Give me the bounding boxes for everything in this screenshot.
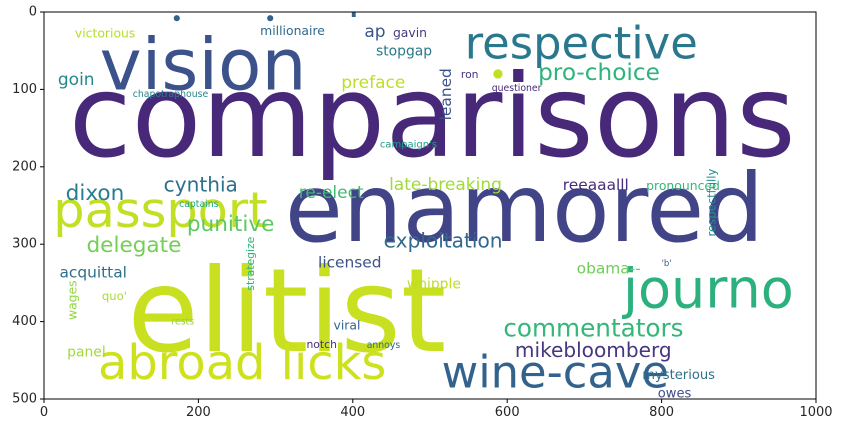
x-tick-label-0: 0 <box>40 405 48 420</box>
word-14: exploitation <box>384 228 503 252</box>
x-tick-label-2: 400 <box>340 405 365 420</box>
word-46: annoys <box>367 340 401 351</box>
x-tick-label-1: 200 <box>186 405 211 420</box>
word-26: ron <box>461 68 479 81</box>
word-21: preface <box>341 73 405 93</box>
word-41: wages <box>64 280 79 320</box>
word-28: leaned <box>437 68 455 120</box>
word-4: respective <box>465 16 698 69</box>
x-tick-label-5: 1000 <box>799 405 832 420</box>
word-31: captains <box>179 199 219 210</box>
word-12: delegate <box>86 233 181 258</box>
word-0: comparisons <box>69 50 796 183</box>
word-25: stopgap <box>376 43 432 59</box>
word-48: mysterious <box>642 368 715 383</box>
word-33: millionaire <box>260 23 325 38</box>
word-37: respectfully <box>705 168 719 236</box>
word-11: pro-choice <box>538 59 660 86</box>
plot-frame <box>43 11 817 400</box>
word-10: mikebloomberg <box>515 338 672 362</box>
word-6: journo <box>622 258 794 321</box>
word-27: questioner <box>492 83 542 94</box>
x-tick-label-3: 600 <box>495 405 520 420</box>
x-tick-label-4: 800 <box>649 405 674 420</box>
word-49: owes <box>658 386 692 401</box>
word-23: ap <box>364 22 385 42</box>
y-tick-label-3: 300 <box>12 237 37 252</box>
word-29: campaign's <box>380 139 437 150</box>
word-1: elitist <box>127 245 446 379</box>
y-tick-label-2: 200 <box>12 159 37 174</box>
word-35: acquittal <box>59 263 126 281</box>
word-30: chapotraphouse <box>133 89 209 100</box>
word-2: enamored <box>285 155 764 264</box>
axes-layer: 0 200 400 600 800 1000 0 100 200 300 400 500 <box>12 5 832 420</box>
word-20: pronounced <box>646 178 720 193</box>
word-24: gavin <box>393 25 427 40</box>
word-3: vision <box>100 23 307 106</box>
word-40: quo' <box>102 289 127 303</box>
mark-0: ' <box>347 0 360 49</box>
word-15: cynthia <box>164 173 238 197</box>
y-tick-label-5: 500 <box>12 392 37 407</box>
word-13: punitive <box>187 212 275 237</box>
word-38: 'b' <box>662 259 672 269</box>
word-5: passport <box>53 181 267 239</box>
word-34: licensed <box>318 253 382 271</box>
word-42: strategize <box>244 236 257 290</box>
word-32: victorious <box>75 26 135 41</box>
word-17: re-elect <box>299 183 364 203</box>
y-tick-label-1: 100 <box>12 82 37 97</box>
word-9: commentators <box>503 313 683 342</box>
word-18: late-breaking <box>389 175 502 195</box>
word-43: rests <box>171 317 194 328</box>
word-8: wine-cave <box>442 345 669 398</box>
y-tick-label-4: 400 <box>12 314 37 329</box>
mark-dot-1 <box>173 15 180 22</box>
word-44: viral <box>334 317 361 332</box>
mark-dot-3 <box>493 69 503 79</box>
word-19: reeaaalll <box>563 176 629 194</box>
word-39: whipple <box>407 276 461 292</box>
word-47: panel <box>67 344 106 360</box>
mark-dot-2 <box>267 15 274 22</box>
word-7: abroad licks <box>98 336 386 391</box>
word-22: goin <box>58 70 95 90</box>
word-16: dixon <box>66 181 125 206</box>
word-36: obama-- <box>577 260 641 278</box>
word-45: notch <box>306 338 336 351</box>
y-tick-label-0: 0 <box>29 5 37 20</box>
